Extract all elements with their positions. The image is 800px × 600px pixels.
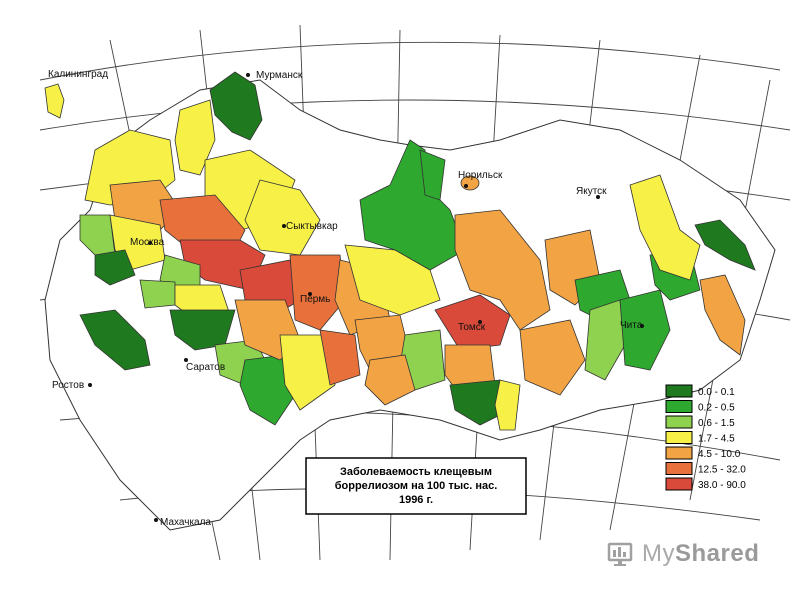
dot-syktyvkar: [282, 224, 286, 228]
legend-swatch: [665, 446, 693, 460]
legend: 0.0 - 0.1 0.2 - 0.5 0.6 - 1.5 1.7 - 4.5 4.5 …: [665, 384, 746, 491]
dot-rostov: [88, 383, 92, 387]
dot-makhachkala: [154, 518, 158, 522]
dot-tomsk: [478, 320, 482, 324]
region-perm: [289, 254, 346, 331]
region-kaliningrad: [44, 83, 65, 119]
label-chita: Чита: [620, 320, 643, 331]
map-title: Заболеваемость клещевым боррелиозом на 1…: [305, 457, 527, 515]
city-dots: [88, 73, 644, 522]
region-karelia: [174, 99, 216, 176]
region-khabarovsk: [629, 174, 701, 281]
region-bryansk: [94, 249, 136, 286]
region-tula: [139, 279, 176, 309]
dot-saratov: [184, 358, 188, 362]
myshared-logo-icon: [607, 542, 633, 566]
label-kaliningrad: Калининград: [48, 69, 108, 80]
dot-yakutsk: [596, 195, 600, 199]
region-yamal: [359, 139, 466, 271]
legend-label: 38.0 - 90.0: [698, 480, 746, 491]
region-khakassia: [494, 379, 521, 431]
dot-chita: [640, 324, 644, 328]
title-line-2: боррелиозом на 100 тыс. нас.: [335, 480, 498, 492]
label-syktyvkar: Сыктывкар: [286, 221, 338, 232]
label-perm: Пермь: [300, 294, 330, 305]
region-kursk: [79, 309, 151, 371]
legend-swatch: [665, 415, 693, 429]
legend-label: 0.6 - 1.5: [698, 418, 735, 429]
legend-swatch: [665, 384, 693, 398]
label-makhachkala: Махачкала: [160, 517, 211, 528]
legend-swatch: [665, 431, 693, 444]
region-primorye: [699, 274, 746, 356]
legend-swatch: [665, 462, 693, 475]
legend-label: 1.7 - 4.5: [698, 434, 735, 445]
region-taimyr-green: [419, 149, 446, 201]
dot-moskva: [148, 241, 152, 245]
region-tomsk: [434, 294, 511, 351]
label-yakutsk: Якутск: [576, 186, 607, 197]
region-murmansk: [209, 71, 263, 141]
legend-label: 0.2 - 0.5: [698, 403, 735, 414]
region-buryatia: [584, 299, 626, 381]
label-tomsk: Томск: [458, 322, 486, 333]
title-line-3: 1996 г.: [399, 494, 433, 506]
label-rostov: Ростов: [52, 380, 84, 391]
label-saratov: Саратов: [186, 362, 225, 373]
watermark: MyShared: [606, 536, 759, 572]
region-chelyabinsk: [319, 329, 361, 386]
region-altai: [449, 379, 511, 426]
city-labels: Калининград Мурманск Норильск Якутск Сык…: [48, 69, 643, 528]
legend-label: 4.5 - 10.0: [698, 449, 741, 460]
label-norilsk: Норильск: [458, 170, 503, 181]
region-sakhalin: [694, 219, 756, 271]
region-khanty: [344, 244, 441, 316]
region-irkutsk: [519, 319, 586, 396]
label-murmansk: Мурманск: [256, 70, 303, 81]
title-frame: [305, 457, 527, 515]
region-chita: [619, 289, 671, 371]
title-line-1: Заболеваемость клещевым: [340, 466, 492, 478]
dot-murmansk: [246, 73, 250, 77]
legend-swatch: [665, 477, 693, 491]
region-omsk: [364, 354, 416, 406]
region-komi: [244, 179, 321, 256]
regions: [44, 71, 756, 431]
legend-label: 12.5 - 32.0: [698, 465, 746, 476]
region-voronezh: [169, 309, 236, 351]
legend-label: 0.0 - 0.1: [698, 387, 735, 398]
dot-norilsk: [464, 184, 468, 188]
watermark-text: MyShared: [642, 540, 760, 567]
dot-perm: [308, 292, 312, 296]
label-moskva: Москва: [130, 237, 165, 248]
legend-swatch: [665, 400, 693, 413]
